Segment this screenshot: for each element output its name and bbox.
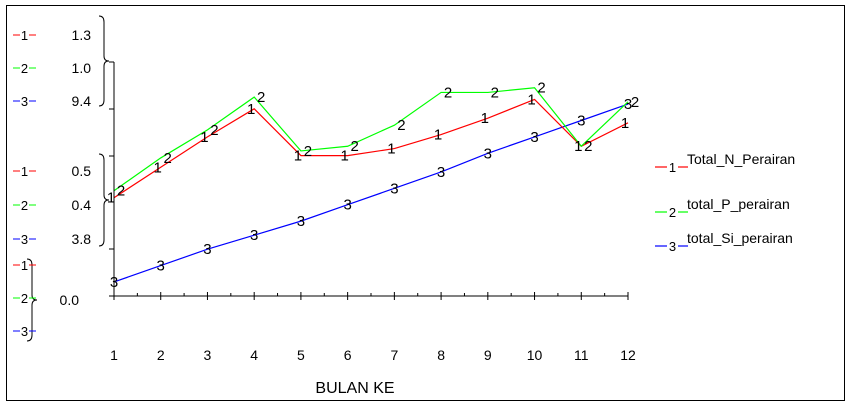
data-point-marker: 2	[491, 84, 499, 101]
y-axis-group-keys: 1.3 1.0 9.4 0.5 0.4 3.8 0.0 1 2 3 1 2 3 1 2 3	[13, 15, 110, 342]
axis-group-series-key: 1	[13, 28, 36, 43]
data-point-marker: 3	[437, 164, 445, 181]
legend-item: 2 total_P_perairan	[655, 196, 790, 220]
axis-group-series-key: 1	[13, 164, 36, 179]
data-point-marker: 1	[387, 141, 395, 158]
data-point-marker: 1	[294, 148, 302, 165]
data-point-marker: 3	[297, 213, 305, 230]
x-axis-title: BULAN KE	[315, 380, 394, 397]
data-point-marker: 2	[117, 183, 125, 200]
x-tick-label: 1	[110, 347, 118, 363]
axis-group-series-key: 2	[13, 291, 36, 306]
x-tick-label: 12	[620, 347, 636, 363]
x-tick-label: 5	[297, 347, 305, 363]
x-tick-label: 4	[250, 347, 258, 363]
svg-text:2: 2	[21, 198, 28, 213]
x-tick-label: 3	[204, 347, 212, 363]
x-axis: 1 2 3 4 5 6 7 8 9 10 11 12	[110, 292, 636, 363]
data-point-marker: 3	[250, 227, 258, 244]
data-point-marker: 1	[481, 110, 489, 127]
axis-group-series-key: 3	[13, 232, 36, 247]
data-point-marker: 1	[340, 148, 348, 165]
data-point-marker: 3	[484, 145, 492, 162]
data-point-marker: 3	[157, 258, 165, 275]
data-point-marker: 2	[631, 94, 639, 111]
legend: 1 Total_N_Perairan 2 total_P_perairan 3 total…	[655, 151, 795, 254]
legend-label: Total_N_Perairan	[687, 151, 795, 167]
data-point-marker: 3	[390, 180, 398, 197]
y-tick-label: 0.5	[72, 163, 92, 179]
y-tick-label: 1.3	[72, 27, 92, 43]
data-point-marker: 3	[624, 96, 632, 113]
data-point-marker: 1	[247, 101, 255, 118]
data-point-marker: 2	[304, 143, 312, 160]
legend-label: total_P_perairan	[687, 196, 790, 212]
axis-group-series-key: 3	[13, 324, 36, 339]
data-point-marker: 1	[621, 115, 629, 132]
x-tick-label: 11	[574, 347, 589, 363]
axis-group-brace	[26, 258, 38, 342]
x-tick-label: 10	[527, 347, 543, 363]
legend-item: 1 Total_N_Perairan	[655, 151, 795, 175]
y-tick-label: 1.0	[72, 60, 92, 76]
data-point-marker: 1	[200, 129, 208, 146]
data-point-marker: 1	[527, 91, 535, 108]
data-point-marker: 3	[343, 197, 351, 214]
series-line-3	[113, 103, 629, 283]
svg-text:3: 3	[21, 94, 28, 109]
y-tick-label: 3.8	[72, 231, 92, 247]
series-lines	[113, 87, 629, 283]
svg-text:3: 3	[21, 324, 28, 339]
x-tick-label: 8	[437, 347, 445, 363]
y-axis	[109, 61, 115, 297]
legend-marker: 3	[669, 239, 676, 254]
svg-text:2: 2	[21, 291, 28, 306]
data-point-marker: 3	[203, 241, 211, 258]
svg-text:3: 3	[21, 232, 28, 247]
svg-text:1: 1	[21, 258, 28, 273]
data-point-marker: 1	[107, 190, 115, 207]
legend-label: total_Si_perairan	[687, 230, 793, 246]
legend-marker: 2	[669, 205, 676, 220]
x-tick-label: 9	[484, 347, 492, 363]
svg-text:2: 2	[21, 61, 28, 76]
axis-group-series-key: 2	[13, 198, 36, 213]
axis-group-series-key: 1	[13, 258, 36, 273]
x-tick-label: 7	[390, 347, 398, 363]
data-point-marker: 1	[154, 159, 162, 176]
x-tick-label: 2	[157, 347, 165, 363]
svg-text:1: 1	[21, 28, 28, 43]
data-point-marker: 2	[537, 80, 545, 97]
legend-marker: 1	[669, 160, 676, 175]
data-point-marker: 2	[397, 117, 405, 134]
data-point-marker: 2	[584, 138, 592, 155]
series-line-1	[113, 98, 629, 199]
data-point-marker: 1	[574, 138, 582, 155]
axis-group-series-key: 3	[13, 94, 36, 109]
data-point-marker: 2	[350, 138, 358, 155]
y-tick-label: 9.4	[72, 93, 92, 109]
series-line-2	[113, 87, 629, 192]
data-point-marker: 2	[444, 84, 452, 101]
legend-item: 3 total_Si_perairan	[655, 230, 793, 254]
data-point-marker: 3	[577, 113, 585, 130]
axis-group-brace	[98, 153, 110, 247]
y-tick-label: 0.0	[60, 292, 80, 308]
x-tick-label: 6	[344, 347, 352, 363]
data-point-marker: 2	[164, 150, 172, 167]
axis-group-series-key: 2	[13, 61, 36, 76]
svg-text:1: 1	[21, 164, 28, 179]
data-point-marker: 3	[530, 129, 538, 146]
axis-group-brace	[98, 15, 110, 107]
data-point-marker: 2	[210, 122, 218, 139]
y-tick-label: 0.4	[72, 197, 92, 213]
data-point-marker: 1	[434, 127, 442, 144]
data-point-marker: 2	[257, 89, 265, 106]
